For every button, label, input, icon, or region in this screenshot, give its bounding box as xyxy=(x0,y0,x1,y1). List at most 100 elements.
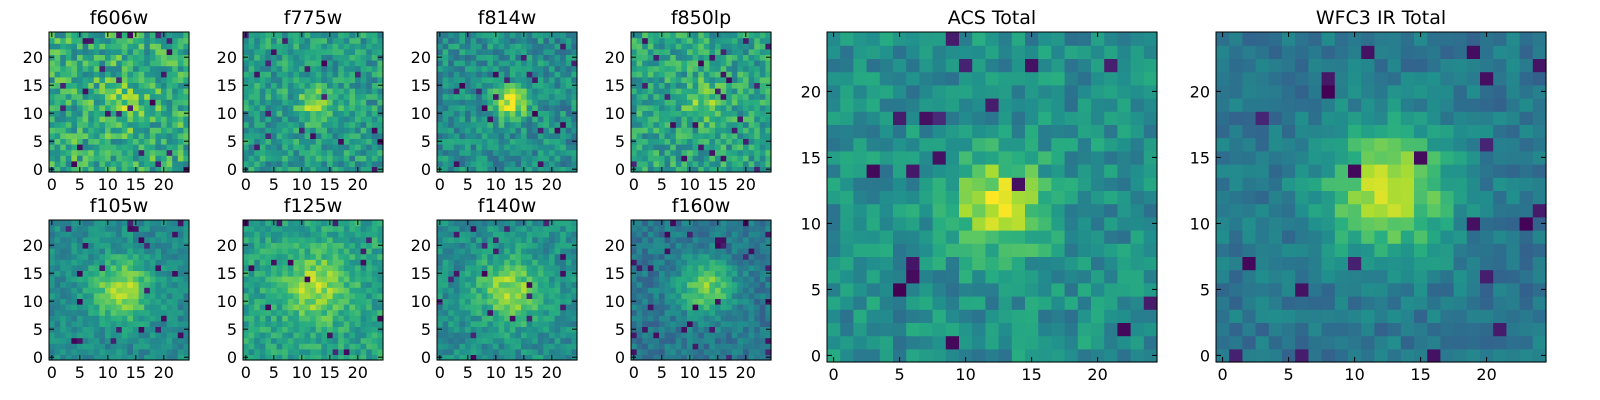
heatmap-cell xyxy=(554,348,561,355)
heatmap-cell xyxy=(121,337,128,344)
heatmap-cell xyxy=(287,332,294,339)
heatmap-cell xyxy=(720,326,727,333)
heatmap-cell xyxy=(65,138,72,145)
heatmap-cell xyxy=(304,110,311,117)
heatmap-cell xyxy=(287,43,294,50)
heatmap-cell xyxy=(442,82,449,89)
heatmap-cell xyxy=(371,287,378,294)
heatmap-cell xyxy=(349,160,356,167)
heatmap-cell xyxy=(71,43,78,50)
heatmap-cell xyxy=(65,132,72,139)
heatmap-cell xyxy=(315,149,322,156)
heatmap-cell xyxy=(526,343,533,350)
heatmap-cell xyxy=(304,320,311,327)
heatmap-cell xyxy=(355,320,362,327)
heatmap-cell xyxy=(532,348,539,355)
heatmap-cell xyxy=(121,348,128,355)
heatmap-cell xyxy=(166,259,173,266)
heatmap-cell xyxy=(60,259,67,266)
heatmap-cell xyxy=(177,155,184,162)
heatmap-cell xyxy=(448,99,455,106)
heatmap-cell xyxy=(498,248,505,255)
heatmap-cell xyxy=(715,76,722,83)
heatmap-cell xyxy=(177,43,184,50)
heatmap-cell xyxy=(161,132,168,139)
heatmap-cell xyxy=(715,281,722,288)
heatmap-cell xyxy=(304,76,311,83)
heatmap-cell xyxy=(670,309,677,316)
heatmap-cell xyxy=(636,37,643,44)
heatmap-cell xyxy=(248,121,255,128)
heatmap-cell xyxy=(349,220,356,227)
heatmap-cell xyxy=(493,332,500,339)
heatmap-cell xyxy=(515,281,522,288)
heatmap-cell xyxy=(360,304,367,311)
heatmap-cell xyxy=(282,220,289,227)
heatmap-cell xyxy=(437,93,444,100)
heatmap-cell xyxy=(476,37,483,44)
heatmap-cell xyxy=(748,104,755,111)
heatmap-cell xyxy=(681,160,688,167)
heatmap-cell xyxy=(459,292,466,299)
heatmap-cell xyxy=(571,253,578,260)
heatmap-cell xyxy=(653,54,660,61)
heatmap-cell xyxy=(448,320,455,327)
heatmap-cell xyxy=(636,88,643,95)
panel-title: f775w xyxy=(284,7,343,29)
heatmap-cell xyxy=(121,287,128,294)
heatmap-cell xyxy=(692,48,699,55)
heatmap-cell xyxy=(470,253,477,260)
heatmap-cell xyxy=(642,116,649,123)
heatmap-cell xyxy=(166,337,173,344)
heatmap-cell xyxy=(65,99,72,106)
heatmap-cell xyxy=(49,149,56,156)
heatmap-cell xyxy=(144,276,151,283)
heatmap-cell xyxy=(282,231,289,238)
heatmap-cell xyxy=(726,343,733,350)
heatmap-cell xyxy=(105,281,112,288)
heatmap-cell xyxy=(571,281,578,288)
heatmap-cell xyxy=(720,320,727,327)
heatmap-cell xyxy=(670,60,677,67)
heatmap-cell xyxy=(60,248,67,255)
heatmap-cell xyxy=(254,264,261,271)
heatmap-cell xyxy=(177,99,184,106)
heatmap-cell xyxy=(166,332,173,339)
heatmap-cell xyxy=(287,354,294,361)
heatmap-cell xyxy=(265,337,272,344)
heatmap-cell xyxy=(327,225,334,232)
heatmap-cell xyxy=(642,32,649,39)
heatmap-cells-f125w xyxy=(243,220,384,361)
heatmap-cell xyxy=(731,65,738,72)
heatmap-cell xyxy=(77,160,84,167)
heatmap-cell xyxy=(549,65,556,72)
x-tick-label: 0 xyxy=(629,175,639,194)
heatmap-cell xyxy=(248,264,255,271)
heatmap-cell xyxy=(565,264,572,271)
heatmap-cell xyxy=(77,287,84,294)
heatmap-cell xyxy=(60,354,67,361)
heatmap-cell xyxy=(177,104,184,111)
heatmap-cell xyxy=(537,116,544,123)
heatmap-cell xyxy=(647,32,654,39)
heatmap-cell xyxy=(144,82,151,89)
heatmap-cell xyxy=(521,298,528,305)
heatmap-cell xyxy=(282,287,289,294)
heatmap-cell xyxy=(65,43,72,50)
heatmap-cell xyxy=(377,264,384,271)
heatmap-cell xyxy=(293,281,300,288)
heatmap-cell xyxy=(304,32,311,39)
heatmap-cell xyxy=(737,93,744,100)
heatmap-cell xyxy=(77,259,84,266)
heatmap-cell xyxy=(493,149,500,156)
heatmap-cell xyxy=(304,281,311,288)
heatmap-cell xyxy=(88,348,95,355)
heatmap-cell xyxy=(754,315,761,322)
heatmap-cell xyxy=(377,71,384,78)
heatmap-cell xyxy=(276,43,283,50)
heatmap-cell xyxy=(459,320,466,327)
heatmap-cell xyxy=(155,292,162,299)
